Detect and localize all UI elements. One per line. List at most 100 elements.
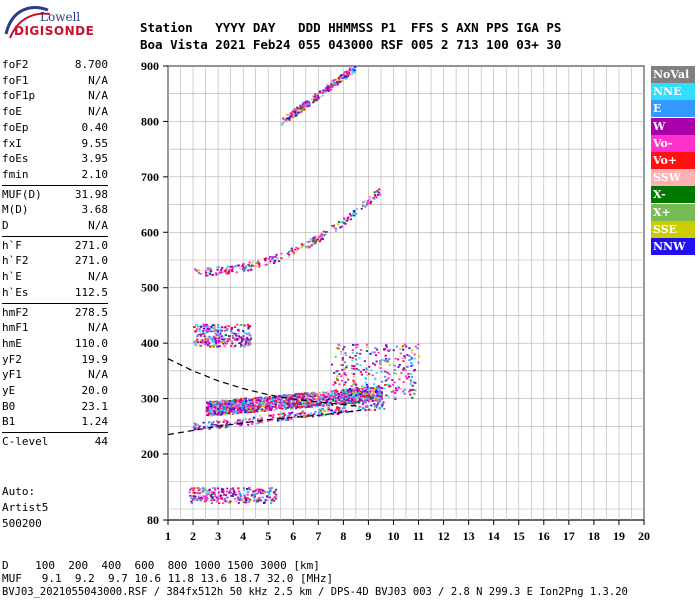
echo-dot (227, 400, 230, 403)
echo-dot (205, 342, 208, 345)
echo-dot (312, 242, 315, 245)
echo-dot (199, 339, 203, 342)
echo-dot (296, 412, 299, 415)
echo-dot (242, 324, 245, 326)
echo-dot (238, 404, 241, 407)
echo-dot (336, 223, 340, 226)
echo-dot (374, 395, 377, 398)
echo-dot (375, 391, 378, 394)
param-label: B0 (2, 399, 16, 413)
echo-dot (241, 407, 244, 410)
echo-dot (190, 487, 194, 490)
echo-dot (363, 408, 366, 411)
echo-dot (411, 364, 414, 367)
echo-dot (241, 344, 244, 347)
echo-dot (220, 271, 223, 274)
echo-dot (228, 410, 231, 413)
echo-dot (348, 213, 352, 215)
echo-dot (387, 377, 390, 380)
echo-dot (226, 425, 229, 428)
echo-dot (234, 403, 237, 406)
echo-dot (248, 261, 251, 264)
echo-dot (326, 408, 329, 411)
param-row: yF2 19.9 (2, 353, 108, 369)
echo-dot (277, 413, 280, 416)
echo-dot (388, 373, 391, 376)
echo-dot (207, 268, 210, 271)
echo-dot (242, 262, 245, 265)
echo-dot (251, 407, 254, 410)
footer-info: BVJ03_2021055043000.RSF / 384fx512h 50 k… (2, 586, 628, 598)
echo-dot (352, 375, 355, 378)
echo-dot (358, 399, 361, 401)
echo-dot (226, 404, 229, 407)
echo-dot (349, 397, 352, 399)
echo-dot (282, 412, 285, 415)
logo-swoosh-icon (4, 6, 51, 39)
echo-dot (335, 377, 339, 380)
echo-dot (408, 347, 411, 350)
echo-dot (223, 408, 226, 411)
legend-item: NoVal (651, 66, 695, 83)
echo-dot (327, 408, 331, 411)
param-row: MUF(D) 31.98 (2, 188, 108, 204)
echo-dot (232, 266, 235, 269)
echo-dot (204, 498, 207, 501)
echo-dot (225, 412, 228, 415)
echo-dot (310, 239, 313, 242)
echo-dot (356, 398, 359, 400)
echo-dot (338, 76, 341, 79)
echo-dot (346, 216, 350, 219)
echo-dot (366, 387, 370, 390)
echo-dot (205, 496, 209, 499)
echo-dot (215, 499, 219, 502)
echo-dot (196, 499, 199, 502)
echo-dot (413, 368, 416, 371)
param-row: foEp 0.40 (2, 121, 108, 137)
echo-dot (242, 335, 245, 338)
echo-dot (207, 491, 210, 494)
echo-dot (359, 394, 363, 397)
x-tick-label: 10 (387, 529, 399, 543)
echo-dot (236, 337, 239, 340)
echo-dot (200, 335, 203, 338)
echo-dot (211, 324, 214, 327)
echo-dot (304, 406, 308, 409)
echo-dot (365, 404, 368, 407)
echo-dot (379, 362, 383, 365)
echo-dot (248, 264, 251, 267)
echo-dot (315, 238, 318, 241)
echo-dot (209, 336, 213, 339)
echo-dot (210, 327, 213, 330)
echo-dot (340, 221, 343, 224)
param-label: hmF1 (2, 321, 29, 335)
echo-dot (290, 399, 293, 402)
echo-dot (196, 341, 200, 344)
echo-dot (211, 274, 215, 276)
echo-dot (190, 496, 193, 498)
echo-dot (249, 411, 252, 414)
param-value: N/A (88, 321, 108, 335)
echo-dot (334, 355, 337, 358)
param-value: 3.68 (81, 203, 109, 217)
echo-dot (343, 383, 346, 386)
echo-dot (202, 490, 205, 492)
echo-dot (244, 498, 248, 501)
echo-dot (210, 502, 213, 504)
echo-dot (275, 399, 278, 402)
echo-dot (204, 269, 207, 272)
echo-dot (260, 417, 263, 419)
echo-dot (326, 391, 330, 393)
echo-dot (282, 121, 285, 124)
echo-dot (255, 492, 258, 495)
param-label: foF2 (2, 58, 29, 71)
echo-dot (272, 413, 275, 416)
echo-dot (333, 411, 336, 413)
echo-dot (233, 338, 237, 341)
echo-dot (271, 259, 274, 262)
echo-dot (193, 425, 196, 428)
echo-dot (202, 421, 205, 424)
echo-dot (373, 404, 376, 407)
echo-dot (282, 415, 286, 418)
echo-dot (204, 338, 207, 341)
